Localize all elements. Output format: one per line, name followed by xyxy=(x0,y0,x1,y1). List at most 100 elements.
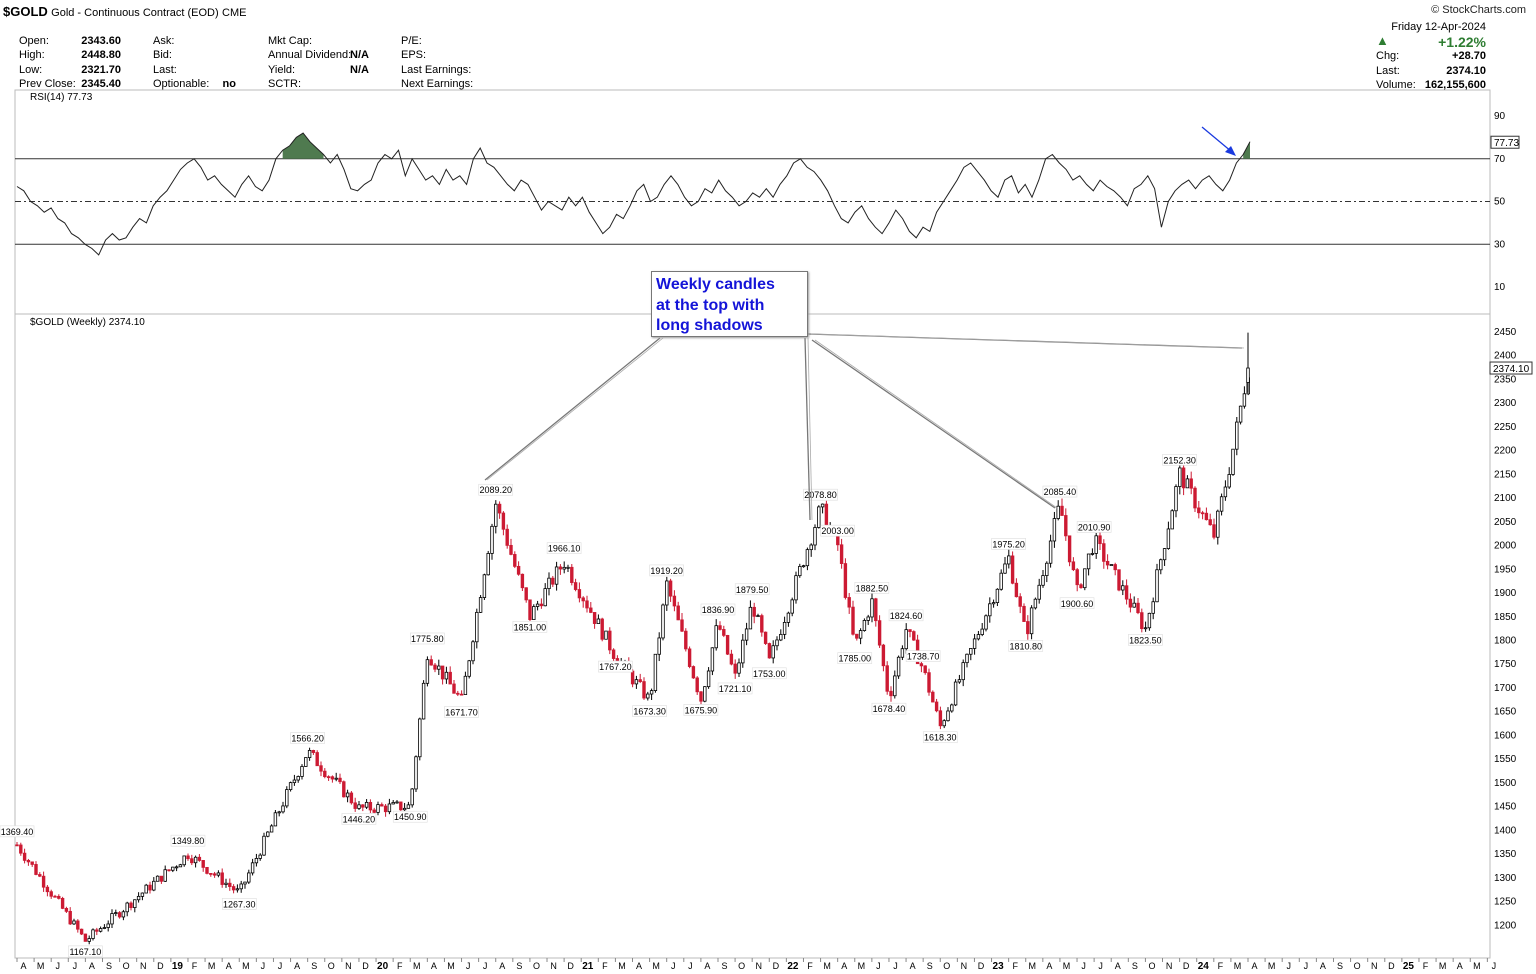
rsi-current-box xyxy=(1490,135,1520,149)
callout-pointer xyxy=(804,337,811,521)
rsi-title: RSI(14) 77.73 xyxy=(30,92,93,103)
x-tick-label: J xyxy=(1286,961,1291,971)
quote-label: Mkt Cap: xyxy=(268,35,313,47)
candle-body xyxy=(1231,448,1235,475)
candle-body xyxy=(870,598,874,618)
candle-body xyxy=(304,757,308,767)
candle-body xyxy=(661,604,665,639)
price-tick-label: 2450 xyxy=(1494,327,1517,338)
price-label: 2010.90 xyxy=(1078,522,1111,532)
candle-body xyxy=(448,671,452,685)
candle-body xyxy=(102,927,107,929)
candle-body xyxy=(604,630,608,640)
price-label: 1671.70 xyxy=(445,707,478,717)
x-tick-label: F xyxy=(1218,961,1224,971)
price-tick-label: 1950 xyxy=(1494,564,1517,575)
x-tick-label: J xyxy=(1081,961,1086,971)
candle-body xyxy=(961,662,965,681)
candle-body xyxy=(250,862,255,874)
candle-body xyxy=(725,634,730,655)
candle-body xyxy=(524,587,528,601)
price-label: 1966.10 xyxy=(548,544,581,554)
candle-body xyxy=(1060,505,1064,516)
candle-body xyxy=(558,566,563,570)
candle-body xyxy=(34,864,38,875)
last-price-label: 2374.10 xyxy=(1493,364,1530,375)
candle-body xyxy=(699,691,703,702)
quote-label: Last: xyxy=(153,63,177,76)
candle-body xyxy=(771,645,775,659)
candle-body xyxy=(444,671,449,680)
candle-body xyxy=(668,580,673,597)
candle-body xyxy=(239,883,243,890)
price-label-box xyxy=(170,834,206,847)
candle-body xyxy=(798,566,802,577)
price-label-box xyxy=(1008,640,1044,652)
candle-body xyxy=(1098,535,1102,545)
quote-label: Ask: xyxy=(153,35,175,47)
price-label: 1785.00 xyxy=(838,654,871,664)
price-label-box xyxy=(1128,634,1163,646)
x-tick-label: A xyxy=(704,961,710,971)
candle-body xyxy=(881,644,886,667)
candle-body xyxy=(589,607,593,613)
quote-date: Friday 12-Apr-2024 xyxy=(1391,21,1486,33)
x-tick-label: N xyxy=(1371,961,1378,971)
quote-label: P/E: xyxy=(401,35,422,47)
candle-body xyxy=(1143,627,1148,630)
candle-body xyxy=(288,782,293,790)
quote-row: Next Earnings: xyxy=(401,77,491,91)
candle-body xyxy=(889,690,893,697)
x-tick-label: J xyxy=(55,961,60,971)
x-tick-label: 21 xyxy=(582,961,594,972)
candle-body xyxy=(733,663,737,674)
candle-body xyxy=(547,577,551,590)
candle-body xyxy=(923,665,927,674)
price-tick-label: 2100 xyxy=(1494,493,1517,504)
rsi-line xyxy=(16,132,1251,256)
quote-label: Bid: xyxy=(153,49,172,62)
candle-body xyxy=(566,566,570,569)
quote-row: High: 2448.80 xyxy=(19,48,121,62)
price-tick-label: 1800 xyxy=(1494,636,1517,647)
candle-body xyxy=(83,933,88,942)
x-tick-label: 25 xyxy=(1403,961,1415,972)
candle-body xyxy=(1216,510,1220,538)
x-tick-label: O xyxy=(1354,961,1361,971)
candle-body xyxy=(1242,393,1247,407)
x-tick-label: A xyxy=(1115,961,1121,971)
quote-label: Next Earnings: xyxy=(401,77,474,90)
candle-body xyxy=(752,606,756,617)
x-tick-label: S xyxy=(927,961,933,971)
candle-body xyxy=(410,788,414,806)
x-tick-label: F xyxy=(602,961,608,971)
x-tick-label: N xyxy=(345,961,352,971)
quote-row: P/E: xyxy=(401,34,491,48)
candle-body xyxy=(1132,602,1136,608)
candle-body xyxy=(1075,569,1079,586)
candle-body xyxy=(1113,564,1117,571)
candle-body xyxy=(642,681,646,699)
candle-body xyxy=(581,597,585,602)
price-tick-label: 1400 xyxy=(1494,825,1517,836)
quote-label: Optionable: xyxy=(153,77,210,90)
x-tick-label: M xyxy=(447,961,455,971)
arrow-head-icon xyxy=(1225,146,1236,156)
candle-body xyxy=(1048,540,1053,564)
rsi-tick-label: 90 xyxy=(1494,111,1506,122)
price-tick-label: 1550 xyxy=(1494,754,1517,765)
price-label-box xyxy=(649,564,684,577)
quote-row: Last: xyxy=(153,63,236,77)
candle-body xyxy=(140,892,145,897)
x-tick-label: D xyxy=(1183,961,1190,971)
candle-body xyxy=(513,554,517,567)
volume-label: Volume: xyxy=(1376,79,1416,91)
candle-body xyxy=(1037,584,1041,600)
price-label: 1721.10 xyxy=(719,684,752,694)
x-tick-label: J xyxy=(688,961,693,971)
x-tick-label: M xyxy=(242,961,250,971)
candle-body xyxy=(912,631,916,641)
candle-body xyxy=(319,765,323,772)
candle-body xyxy=(528,599,532,620)
candle-body xyxy=(125,902,129,913)
